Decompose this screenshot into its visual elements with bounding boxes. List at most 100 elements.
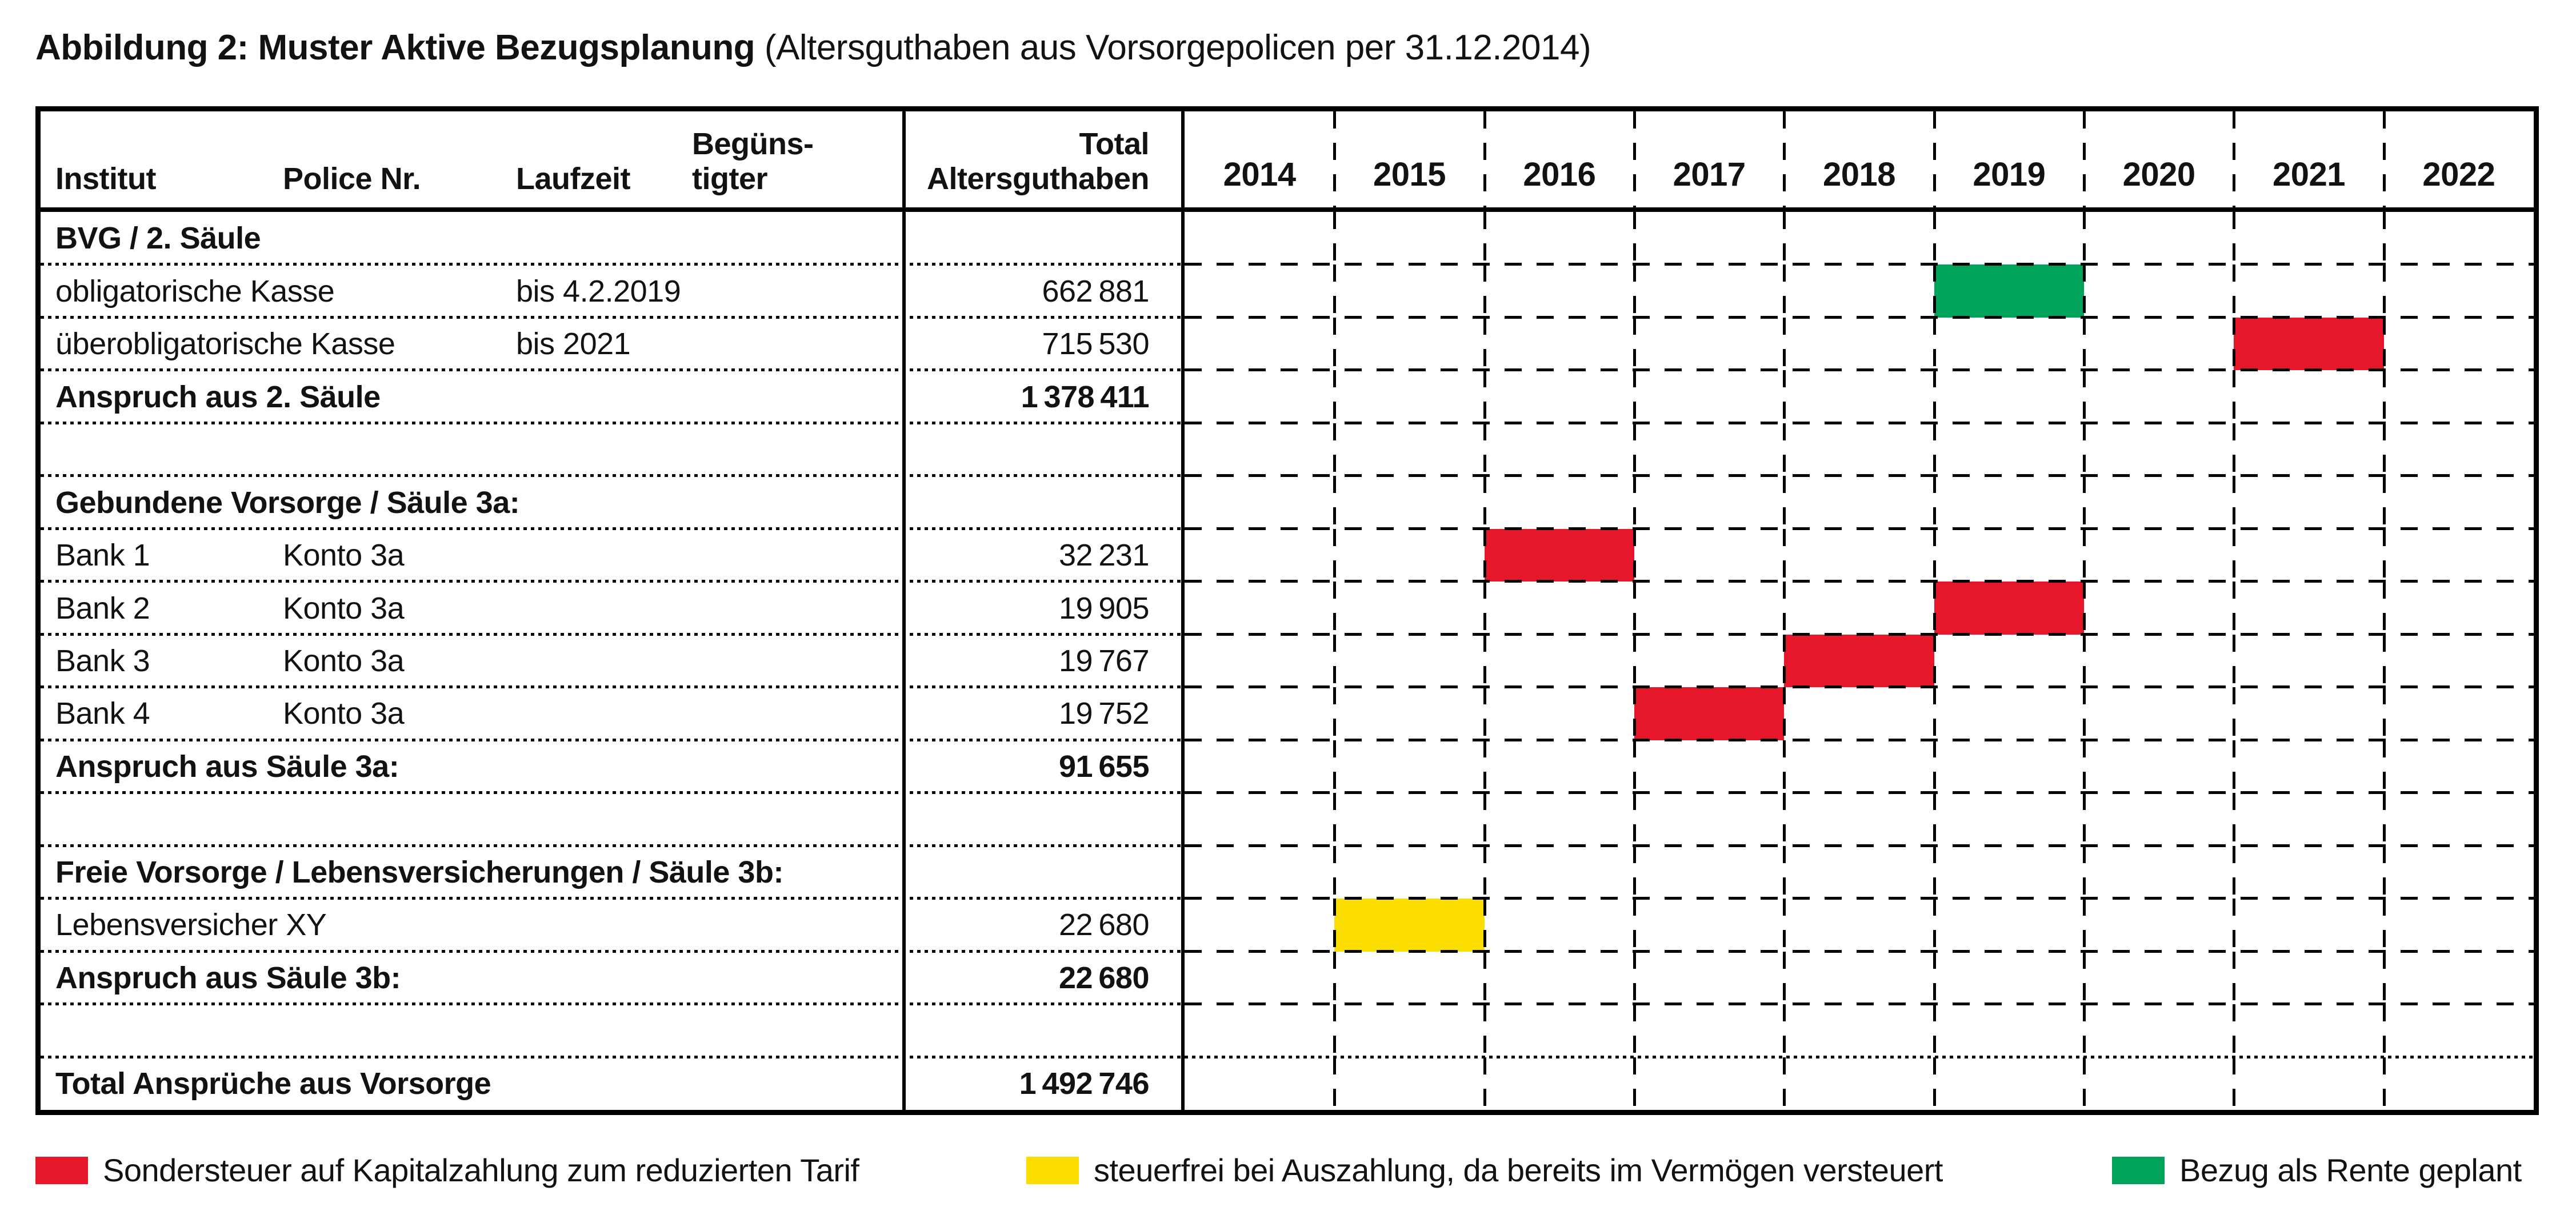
year-cell-2021 [2233, 740, 2383, 793]
cell-police: Konto 3a [283, 643, 405, 678]
year-cell-2019 [1933, 317, 2084, 371]
year-cell-2016 [1483, 476, 1634, 530]
legend: Sondersteuer auf Kapitalzahlung zum redu… [35, 1152, 2576, 1203]
year-cell-2018 [1783, 370, 1934, 424]
year-cell-2020 [2082, 1004, 2234, 1057]
timeline-bar-green [1934, 264, 2084, 318]
year-cell-2018 [1783, 264, 1934, 318]
year-cell-2014 [1185, 793, 1334, 845]
legend-item-red: Sondersteuer auf Kapitalzahlung zum redu… [35, 1152, 859, 1189]
year-cell-2017 [1633, 1004, 1784, 1057]
col-header-beguenstigter-line2: tigter [692, 161, 768, 196]
year-cell-2022 [2382, 951, 2534, 1005]
year-cell-2015 [1333, 212, 1484, 265]
year-cell-2014 [1185, 264, 1334, 317]
table-row: Lebensversicher XY 22 680 [41, 897, 2534, 952]
year-cell-2021 [2233, 317, 2384, 371]
cell-institut: Total Ansprüche aus Vorsorge [55, 1066, 491, 1101]
year-cell-2018 [1783, 582, 1934, 635]
year-cell-2020 [2082, 423, 2234, 476]
year-cell-2017 [1633, 1057, 1784, 1110]
cell-beguenstigter [692, 264, 902, 317]
year-cell-2022 [2382, 370, 2534, 424]
cell-laufzeit [516, 476, 692, 528]
cell-total-altersguthaben [902, 423, 1185, 476]
cell-institut: Bank 3 [55, 643, 150, 678]
table-row [41, 421, 2534, 476]
cell-police [283, 846, 516, 899]
table-row: Total Ansprüche aus Vorsorge 1 492 746 [41, 1055, 2534, 1110]
year-cell-2014 [1185, 476, 1334, 528]
table-row: Anspruch aus Säule 3b: 22 680 [41, 949, 2534, 1005]
year-cell-2019 [1933, 687, 2084, 741]
cell-total-altersguthaben: 1 492 746 [902, 1057, 1185, 1110]
year-cell-2014 [1185, 212, 1334, 264]
year-cell-2017 [1633, 687, 1785, 741]
year-header-2020: 2020 [2082, 111, 2234, 207]
year-cell-2015 [1333, 264, 1484, 318]
cell-institut: Bank 1 [55, 538, 150, 573]
cell-beguenstigter [692, 687, 902, 740]
year-cell-2021 [2233, 528, 2383, 582]
year-cell-2017 [1633, 899, 1784, 952]
year-cell-2014 [1185, 899, 1334, 951]
year-cell-2022 [2382, 582, 2534, 635]
timeline-bar-red [2234, 317, 2384, 371]
year-cell-2018 [1783, 740, 1934, 793]
year-cell-2016 [1483, 1004, 1634, 1057]
year-header-2021: 2021 [2233, 111, 2383, 207]
cell-institut: Anspruch aus 2. Säule [55, 379, 381, 414]
figure-title: Abbildung 2: Muster Aktive Bezugsplanung… [35, 27, 1591, 68]
year-cell-2017 [1633, 423, 1784, 476]
year-cell-2021 [2233, 951, 2383, 1005]
cell-police: Konto 3a [283, 538, 405, 573]
year-cell-2022 [2382, 1057, 2534, 1110]
year-cell-2015 [1333, 423, 1484, 476]
cell-police [283, 1057, 516, 1110]
cell-police [283, 476, 516, 528]
cell-beguenstigter [692, 476, 902, 528]
cell-laufzeit [516, 687, 692, 740]
year-cell-2016 [1483, 687, 1634, 741]
table-row [41, 791, 2534, 847]
cell-beguenstigter [692, 212, 902, 264]
year-cell-2015 [1333, 899, 1485, 952]
cell-total-altersguthaben: 22 680 [902, 899, 1185, 952]
col-header-institut: Institut [55, 161, 156, 196]
year-cell-2018 [1783, 476, 1934, 530]
year-cell-2019 [1933, 899, 2084, 952]
cell-institut: Lebensversicher XY [55, 908, 327, 943]
cell-laufzeit [516, 635, 692, 687]
year-header-2016: 2016 [1483, 111, 1634, 207]
year-cell-2021 [2233, 370, 2383, 424]
year-cell-2016 [1483, 899, 1634, 952]
year-cell-2018 [1783, 528, 1934, 582]
year-cell-2017 [1633, 634, 1784, 688]
cell-police: Konto 3a [283, 591, 405, 625]
year-cell-2015 [1333, 370, 1484, 424]
year-cell-2018 [1783, 212, 1934, 265]
year-cell-2022 [2382, 317, 2534, 371]
legend-swatch-red [35, 1156, 88, 1184]
year-header-2014: 2014 [1223, 156, 1297, 194]
cell-total-altersguthaben [902, 845, 1185, 899]
year-cell-2017 [1633, 740, 1784, 793]
cell-police [283, 423, 516, 476]
year-cell-2021 [2233, 845, 2383, 899]
cell-laufzeit [516, 212, 692, 264]
col-header-total-altersguthaben: Total Altersguthaben [902, 111, 1185, 207]
year-cell-2021 [2233, 793, 2383, 847]
cell-laufzeit [516, 952, 692, 1004]
timeline-bar-yellow [1334, 899, 1485, 952]
cell-laufzeit [516, 740, 692, 793]
year-cell-2022 [2382, 687, 2534, 741]
cell-beguenstigter [692, 793, 902, 845]
year-cell-2017 [1633, 264, 1784, 318]
year-cell-2021 [2233, 687, 2383, 741]
year-cell-2022 [2382, 793, 2534, 847]
cell-laufzeit [516, 793, 692, 845]
year-cell-2015 [1333, 740, 1484, 793]
year-cell-2022 [2382, 264, 2534, 318]
cell-total-altersguthaben: 91 655 [902, 740, 1185, 793]
cell-laufzeit [516, 899, 692, 951]
